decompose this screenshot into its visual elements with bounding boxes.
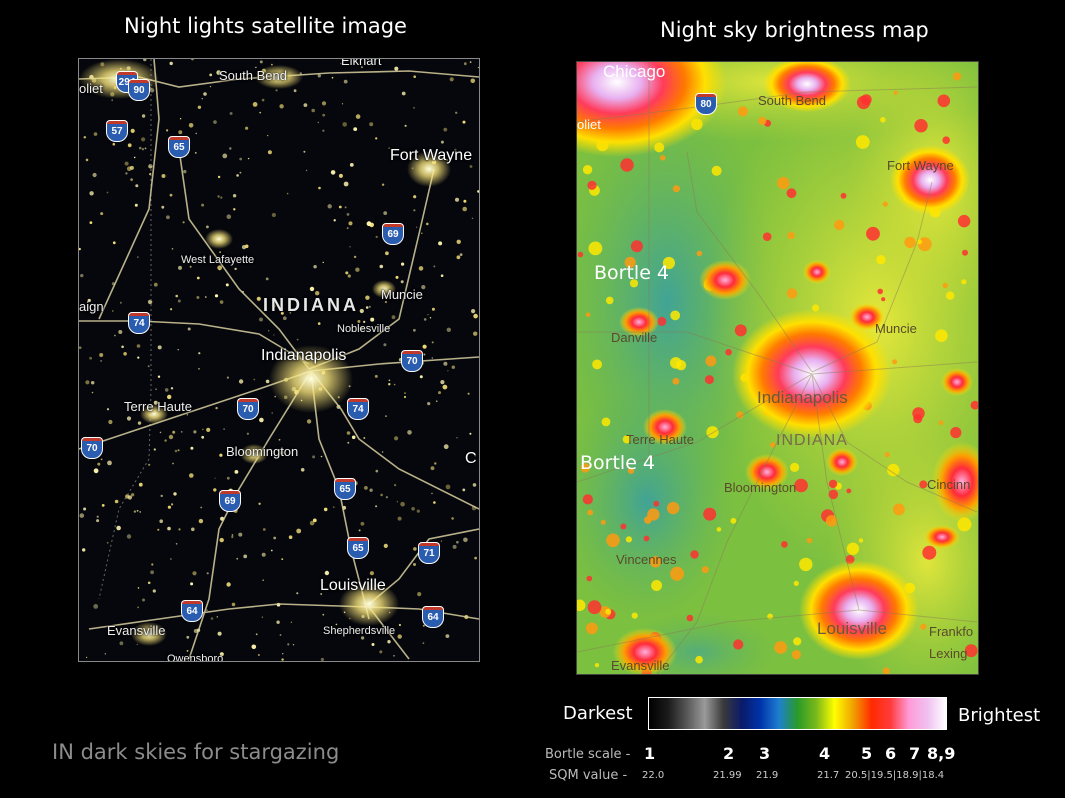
label-evansville-right: Evansville: [611, 658, 670, 673]
bortle-value: 6: [885, 744, 897, 763]
legend-darkest-label: Darkest: [563, 703, 633, 724]
bortle-tag-south: Bortle 4: [580, 452, 656, 474]
label-indiana-state: INDIANA: [263, 295, 359, 315]
sqm-value: 22.0: [642, 770, 665, 781]
label-fort-wayne: Fort Wayne: [390, 147, 473, 164]
i69-north-shield: 69: [383, 224, 403, 244]
bortle-value: 8,9: [927, 744, 956, 763]
sqm-value-label: SQM value -: [549, 768, 628, 783]
bortle-value: 4: [819, 744, 831, 763]
label-danville: Danville: [611, 330, 658, 345]
label-joliet: oliet: [79, 81, 103, 96]
i64-west-shield: 64: [182, 601, 202, 621]
bortle-value: 7: [909, 744, 921, 763]
sky-map-roads: [577, 62, 978, 674]
label-indiana-right: INDIANA: [776, 432, 848, 449]
label-vincennes: Vincennes: [616, 552, 677, 567]
label-louisville: Louisville: [320, 577, 386, 594]
sqm-value: 21.9: [756, 770, 779, 781]
left-map-title: Night lights satellite image: [124, 14, 407, 38]
sqm-value: 20.5|19.5|18.9|18.4: [845, 770, 945, 781]
sqm-value: 21.99: [713, 770, 742, 781]
i70-east-shield: 70: [402, 351, 422, 371]
label-bloomington-right: Bloomington: [724, 480, 797, 495]
bortle-value: 2: [723, 744, 735, 763]
label-frankfort: Frankfo: [929, 624, 974, 639]
label-cincinnati: Cincinn: [927, 477, 971, 492]
label-terre-haute: Terre Haute: [124, 399, 192, 414]
i70-central-shield: 70: [238, 399, 258, 419]
label-muncie: Muncie: [381, 287, 423, 302]
i74-west-shield: 74: [129, 313, 149, 333]
label-champaign: aign: [79, 299, 104, 314]
label-south-bend: South Bend: [219, 68, 287, 83]
city-glows: [79, 59, 451, 646]
i74-east-shield: 74: [348, 399, 368, 419]
city-lights-layer: [79, 59, 479, 661]
label-bloomington: Bloomington: [226, 444, 299, 459]
city-hotspots: [577, 62, 978, 674]
i69-south-shield: 69: [220, 491, 240, 511]
brightness-color-scale: [648, 697, 947, 730]
caption: IN dark skies for stargazing: [52, 740, 340, 764]
bortle-tag-north: Bortle 4: [594, 262, 670, 284]
bortle-value: 1: [644, 744, 656, 763]
legend-brightest-label: Brightest: [958, 705, 1041, 726]
label-muncie-right: Muncie: [875, 321, 917, 336]
label-noblesville: Noblesville: [337, 323, 391, 335]
label-evansville: Evansville: [107, 623, 166, 638]
label-owensboro: Owensboro: [167, 653, 224, 662]
label-west-lafayette: West Lafayette: [181, 254, 255, 266]
label-louisville-right: Louisville: [817, 619, 887, 638]
i65-south-shield: 65: [348, 538, 368, 558]
label-c-edge: C: [465, 450, 477, 467]
label-shepherdsville: Shepherdsville: [323, 625, 396, 637]
label-elkhart: Elkhart: [341, 58, 382, 68]
night-lights-map: Elkhart South Bend oliet Fort Wayne West…: [78, 58, 480, 662]
i65-central-shield: 65: [335, 479, 355, 499]
sky-brightness-map: Chicago oliet South Bend Fort Wayne Bort…: [576, 61, 979, 675]
bortle-value: 5: [861, 744, 873, 763]
i70-west-shield: 70: [82, 438, 102, 458]
label-indianapolis-right: Indianapolis: [757, 388, 848, 407]
bortle-value: 3: [759, 744, 771, 763]
label-fort-wayne-right: Fort Wayne: [887, 158, 954, 173]
label-terre-haute-right: Terre Haute: [626, 432, 694, 447]
label-indianapolis: Indianapolis: [261, 347, 347, 364]
i71-shield: 71: [419, 543, 439, 563]
bortle-scale-label: Bortle scale -: [545, 747, 631, 762]
label-joliet-right: oliet: [577, 117, 601, 132]
sky-brightness-map-graphic: [577, 62, 978, 674]
i65-north-shield: 65: [169, 137, 189, 157]
label-lexington: Lexing: [929, 646, 968, 661]
label-chicago: Chicago: [603, 62, 666, 81]
i57-shield: 57: [107, 121, 127, 141]
i90-shield: 90: [129, 80, 149, 100]
i80-shield: 80: [696, 94, 716, 114]
sqm-value: 21.7: [817, 770, 840, 781]
right-map-title: Night sky brightness map: [660, 18, 929, 42]
label-south-bend-right: South Bend: [758, 93, 826, 108]
i64-east-shield: 64: [423, 607, 443, 627]
